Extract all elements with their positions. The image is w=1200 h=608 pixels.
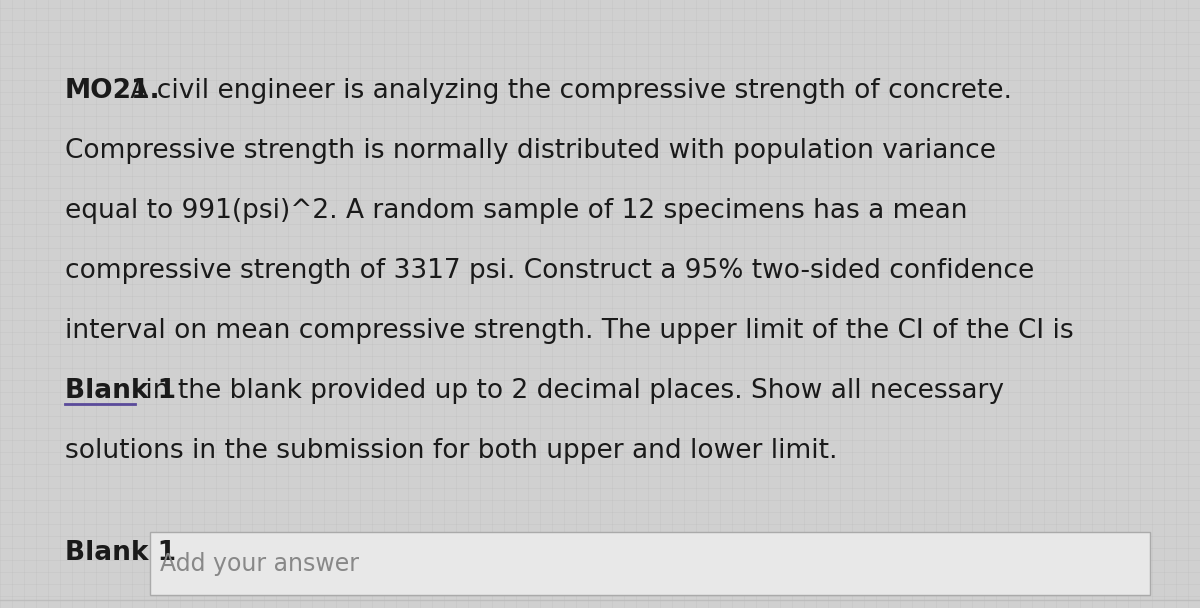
Text: Add your answer: Add your answer [160, 551, 359, 576]
Text: Compressive strength is normally distributed with population variance: Compressive strength is normally distrib… [65, 138, 996, 164]
Text: compressive strength of 3317 psi. Construct a 95% two-sided confidence: compressive strength of 3317 psi. Constr… [65, 258, 1034, 284]
FancyBboxPatch shape [150, 532, 1150, 595]
Text: Blank 1: Blank 1 [65, 378, 176, 404]
Text: solutions in the submission for both upper and lower limit.: solutions in the submission for both upp… [65, 438, 838, 464]
Text: interval on mean compressive strength. The upper limit of the CI of the CI is: interval on mean compressive strength. T… [65, 318, 1074, 344]
Text: A civil engineer is analyzing the compressive strength of concrete.: A civil engineer is analyzing the compre… [122, 78, 1012, 104]
Text: Blank 1: Blank 1 [65, 540, 176, 566]
Text: in the blank provided up to 2 decimal places. Show all necessary: in the blank provided up to 2 decimal pl… [137, 378, 1004, 404]
Text: equal to 991(psi)^2. A random sample of 12 specimens has a mean: equal to 991(psi)^2. A random sample of … [65, 198, 967, 224]
Text: MO21.: MO21. [65, 78, 161, 104]
